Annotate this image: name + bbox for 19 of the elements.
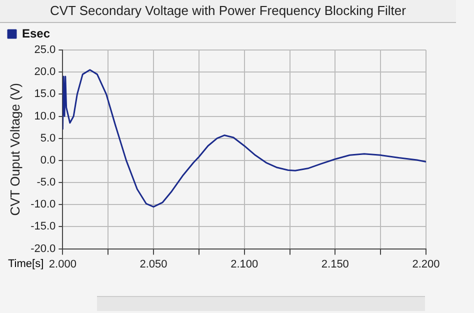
y-tick-label: 20.0 xyxy=(34,66,56,78)
y-tick-label: 0.0 xyxy=(40,154,56,166)
y-tick-label: -10.0 xyxy=(30,198,56,211)
x-tick-label: 2.000 xyxy=(48,258,76,270)
y-tick-label: -15.0 xyxy=(30,220,56,233)
y-tick-label: 15.0 xyxy=(34,88,56,100)
x-tick-label: 2.200 xyxy=(412,258,440,270)
y-tick-label: -5.0 xyxy=(36,176,56,189)
y-tick-label: 5.0 xyxy=(40,132,56,144)
y-tick-label: -20.0 xyxy=(30,242,56,255)
y-tick-label: 25.0 xyxy=(34,44,56,56)
chart-title: CVT Secondary Voltage with Power Frequency Blocking Filter xyxy=(0,0,456,23)
x-axis-title: Time[s] xyxy=(8,258,44,270)
y-axis-title: CVT Ouput Voltage (V) xyxy=(7,83,22,216)
legend-label: Esec xyxy=(22,26,50,40)
x-tick-label: 2.100 xyxy=(230,258,258,270)
y-tick-label: 10.0 xyxy=(34,110,56,122)
x-tick-label: 2.150 xyxy=(321,258,349,270)
x-tick-label: 2.050 xyxy=(140,258,168,270)
